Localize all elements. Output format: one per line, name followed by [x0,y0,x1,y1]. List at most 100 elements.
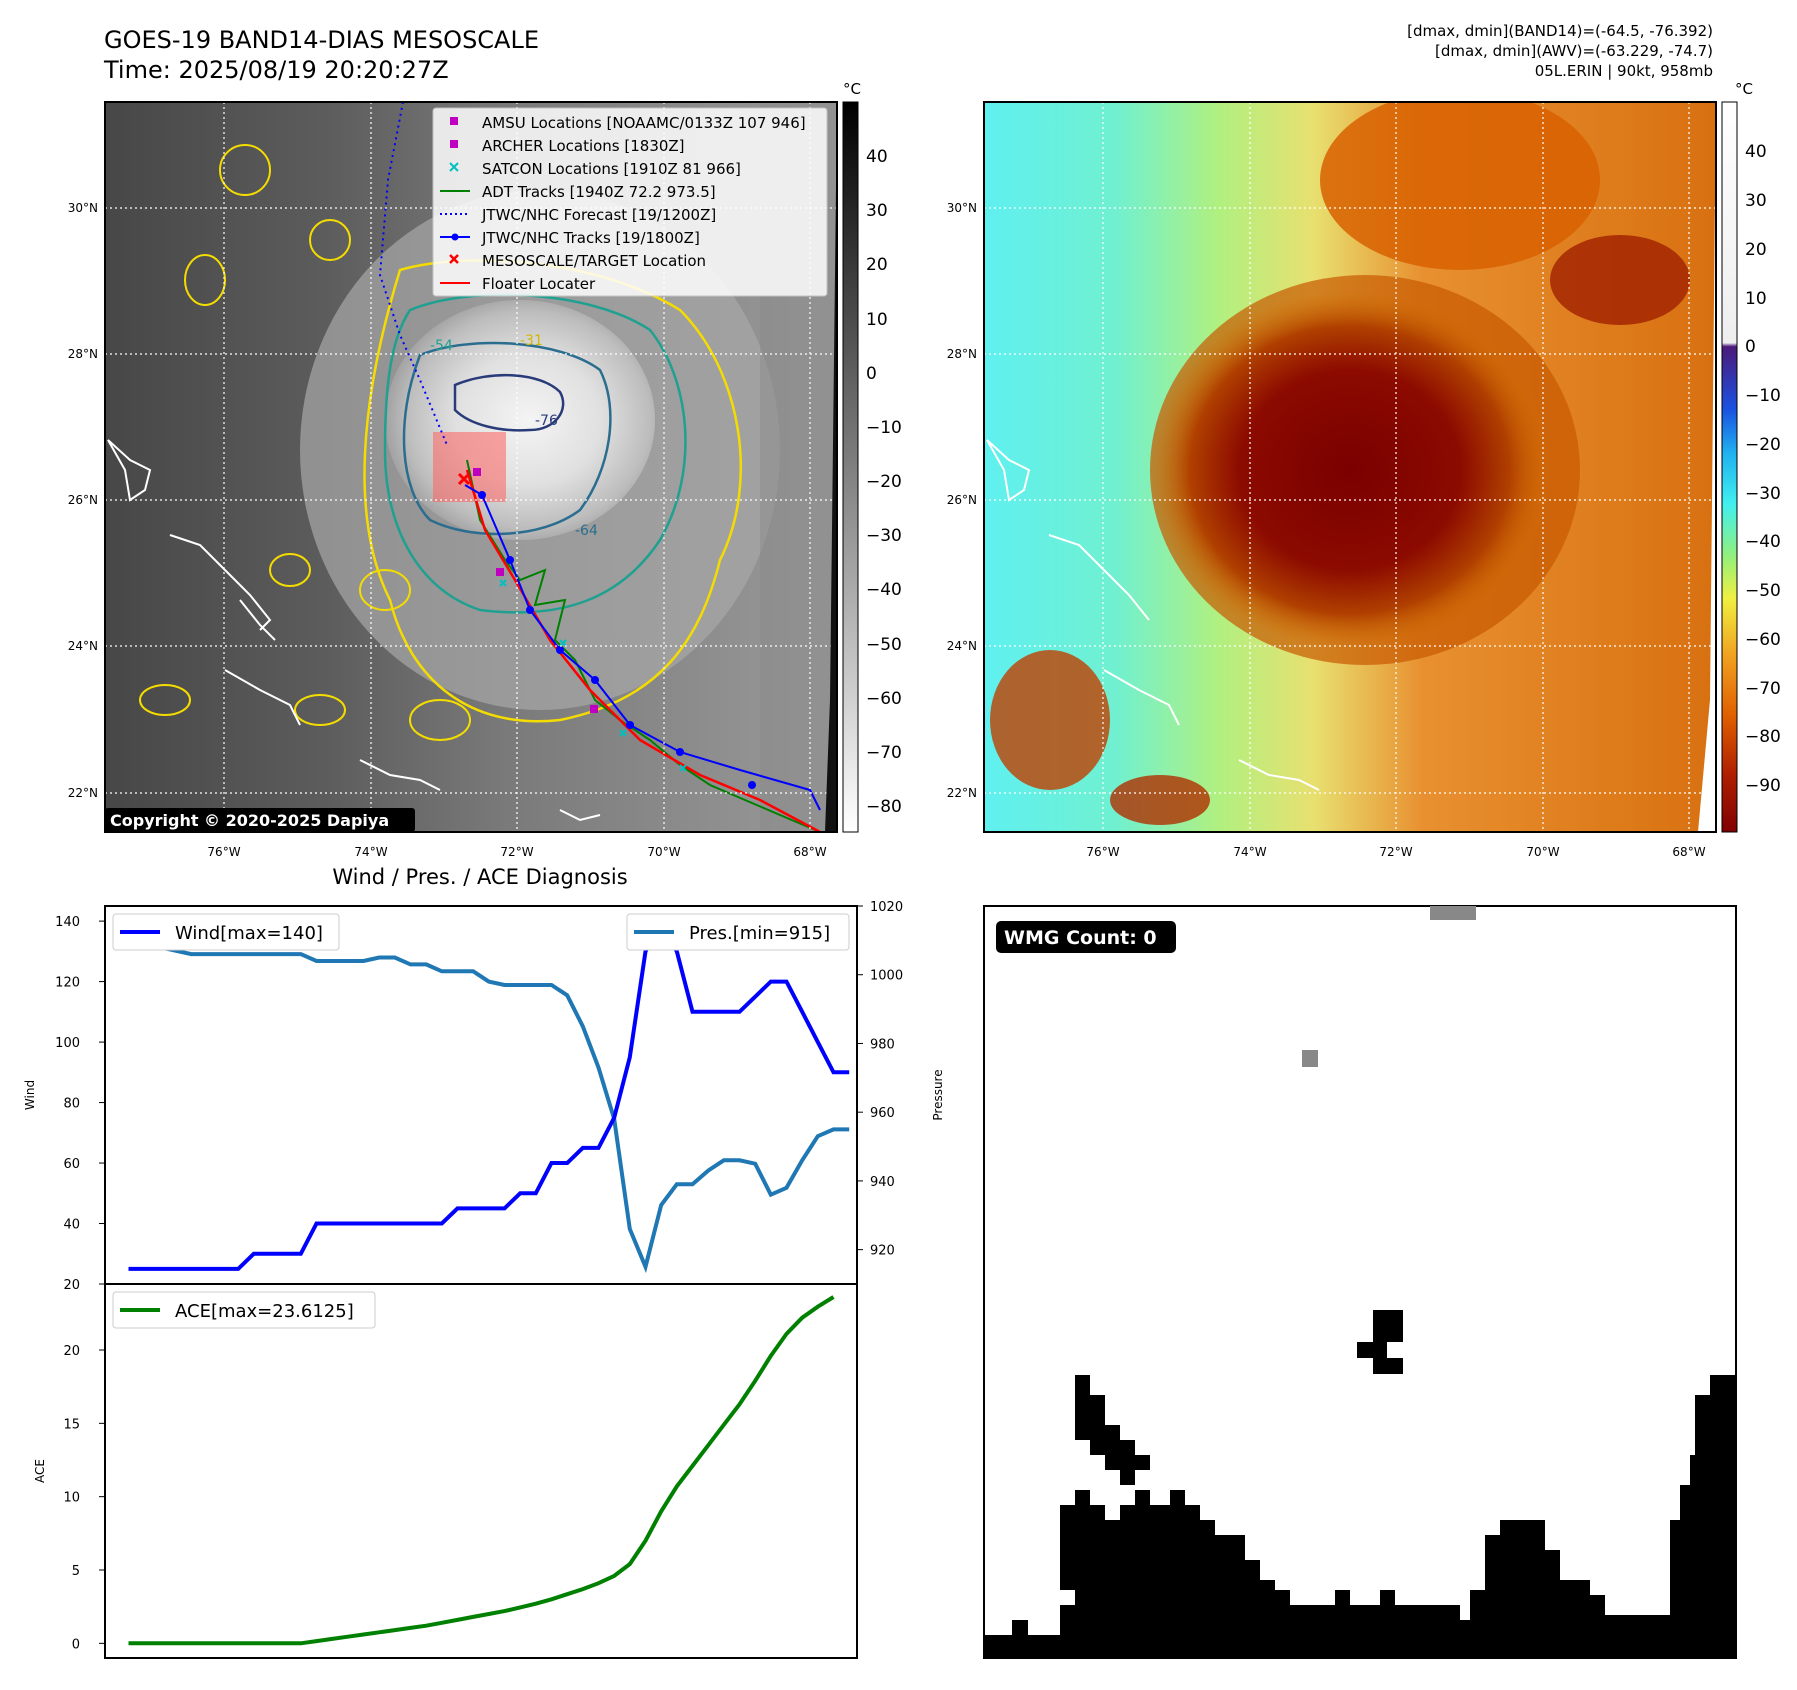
legend-item-satcon: SATCON Locations [1910Z 81 966] [482,160,741,178]
northeast-cold-top [1550,235,1690,325]
svg-text:−60: −60 [866,689,902,709]
coastlines [107,439,601,822]
wind-axis-label: Wind [23,1080,37,1110]
wind-ticks-label: 80 [63,1097,80,1112]
svg-text:72°W: 72°W [500,845,533,859]
svg-text:30: 30 [1745,191,1767,211]
contour-label: -64 [575,523,598,539]
svg-text:−70: −70 [866,743,902,763]
legend-item-adt: ADT Tracks [1940Z 72.2 973.5] [482,183,716,201]
legend-item-mesoscale: MESOSCALE/TARGET Location [482,252,706,270]
svg-text:74°W: 74°W [354,845,387,859]
svg-text:−70: −70 [1745,679,1781,699]
svg-text:26°N: 26°N [947,493,977,507]
awv-coastlines [986,439,1320,791]
diag-title: Wind / Pres. / ACE Diagnosis [332,865,627,889]
floater-track [465,469,821,832]
svg-text:ACE[max=23.6125]: ACE[max=23.6125] [175,1301,354,1322]
contour-64 [402,341,612,536]
awv-missing-wedge [1698,102,1716,832]
stats-line2: [dmax, dmin](AWV)=(-63.229, -74.7) [1434,42,1713,60]
svg-text:20: 20 [1745,240,1767,260]
ace-plot-frame [104,1283,858,1659]
right-map-frame [983,101,1717,833]
chart-title-line2: Time: 2025/08/19 20:20:27Z [104,56,449,84]
left-colorbar: °C 40 30 20 10 0 −10 −20 −30 −40 −50 −60… [842,80,902,833]
right-colorbar-unit: °C [1735,80,1753,98]
pres-ticks-label: 1020 [870,900,903,915]
jtwc-track-points [478,491,756,789]
pres-ticks-label: 980 [870,1037,895,1052]
north-warm-region [1320,102,1600,270]
legend-marker-mesoscale [449,254,459,264]
svg-text:−10: −10 [1745,386,1781,406]
svg-text:74°W: 74°W [1233,845,1266,859]
svg-text:30°N: 30°N [68,201,98,215]
svg-text:Pres.[min=915]: Pres.[min=915] [689,923,830,944]
convective-blobs [139,144,471,741]
svg-text:26°N: 26°N [68,493,98,507]
chart-title-line1: GOES-19 BAND14-DIAS MESOSCALE [104,26,540,54]
svg-text:22°N: 22°N [947,786,977,800]
wmg-count-label: WMG Count: 0 [1004,927,1157,949]
svg-text:0: 0 [866,364,877,384]
left-lon-labels: 76°W 74°W 72°W 70°W 68°W [207,845,826,859]
contour-label: -54 [430,338,453,354]
south-cold-tops [1110,775,1210,825]
pres-ticks-label: 920 [870,1244,895,1259]
svg-text:−80: −80 [1745,727,1781,747]
svg-text:76°W: 76°W [1086,845,1119,859]
svg-text:−60: −60 [1745,630,1781,650]
svg-text:−50: −50 [866,635,902,655]
legend-marker-archer [450,140,458,148]
missing-data-wedge [825,102,837,832]
satcon-markers [499,579,687,772]
svg-text:76°W: 76°W [207,845,240,859]
wmg-count-box [996,921,1176,953]
awv-map-panel [984,102,1716,832]
svg-text:−30: −30 [1745,484,1781,504]
pres-ticks-label: 1000 [870,969,903,984]
pressure-axis-ticks: 920 940 960 980 1000 1020 [857,900,903,1259]
right-gridlines [984,102,1716,832]
svg-text:−50: −50 [1745,581,1781,601]
storm-core [1150,290,1550,650]
legend-item-tracks: JTWC/NHC Tracks [19/1800Z] [481,229,700,247]
jtwc-forecast-track [378,102,448,446]
svg-text:24°N: 24°N [68,639,98,653]
stats-line1: [dmax, dmin](BAND14)=(-64.5, -76.392) [1407,22,1713,40]
ace-ticks-label: 5 [72,1564,80,1579]
svg-text:−40: −40 [866,580,902,600]
wind-series-line [128,916,850,1271]
svg-text:22°N: 22°N [68,786,98,800]
wmg-pixels [985,906,1736,1658]
ace-legend: ACE[max=23.6125] [112,1291,376,1329]
legend-marker-satcon [449,162,459,172]
svg-text:40: 40 [866,147,888,167]
wind-ticks-label: 20 [63,1278,80,1293]
legend-item-archer: ARCHER Locations [1830Z] [482,137,685,155]
contour-76 [453,373,565,432]
right-colorbar: °C 40 30 20 10 0 −10 −20 −30 −40 −50 −60… [1721,80,1781,833]
stats-line3: 05L.ERIN | 90kt, 958mb [1534,62,1713,80]
ace-ticks-label: 15 [63,1417,80,1432]
svg-text:72°W: 72°W [1379,845,1412,859]
left-lat-labels: 30°N 28°N 26°N 24°N 22°N [68,201,98,800]
ace-ticks-label: 0 [72,1637,80,1652]
contour-label: -31 [520,333,543,349]
left-colorbar-unit: °C [843,80,861,98]
pres-ticks-label: 940 [870,1175,895,1190]
left-map-frame [104,101,838,833]
wind-legend: Wind[max=140] [112,913,340,951]
svg-text:20: 20 [866,255,888,275]
pressure-legend: Pres.[min=915] [626,913,850,951]
pressure-series-line [128,938,850,1274]
copyright-box [105,808,415,832]
svg-text:40: 40 [1745,142,1767,162]
svg-text:68°W: 68°W [793,845,826,859]
ace-series-line [128,1295,835,1646]
southwest-cold-tops [990,650,1110,790]
contour-label: -76 [535,413,558,429]
wind-axis-ticks: 20 40 60 80 100 120 140 [55,915,105,1293]
